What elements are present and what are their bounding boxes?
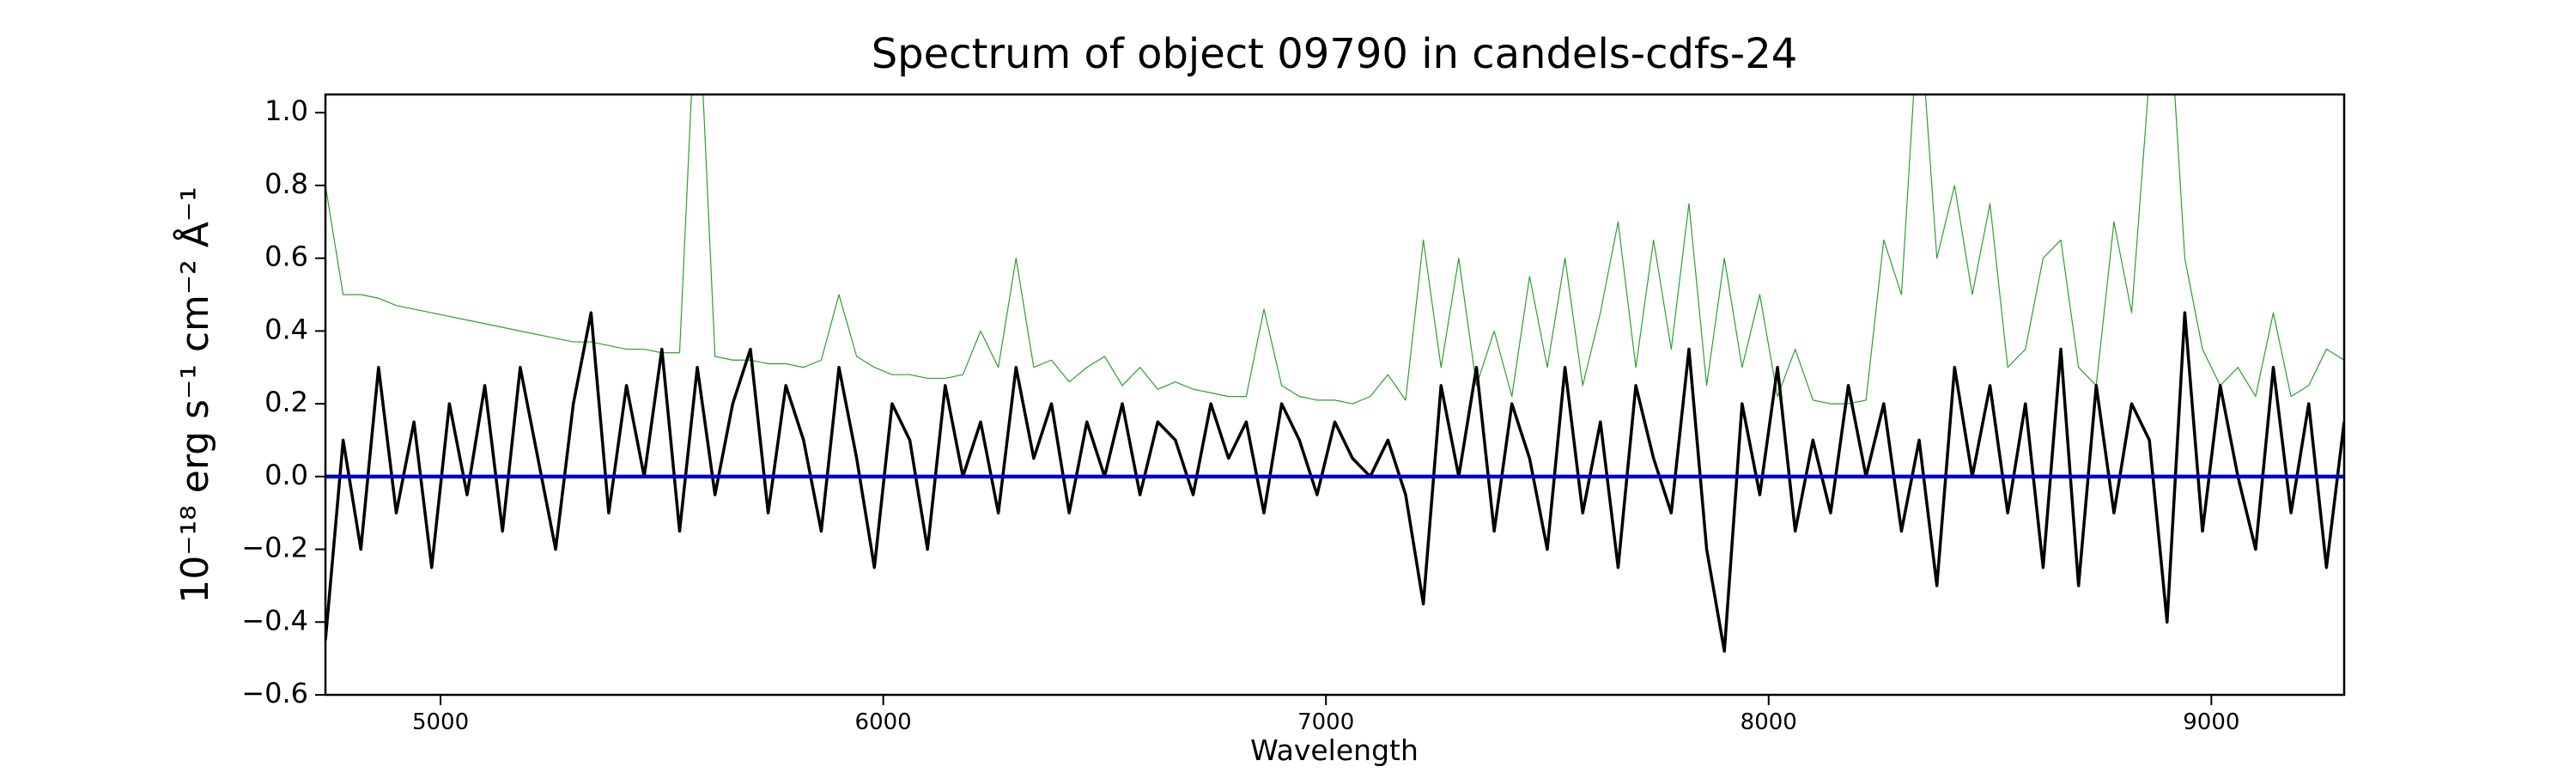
- plot-area: [325, 94, 2344, 653]
- y-tick-label: 0.6: [264, 240, 308, 273]
- y-tick-label: 0.8: [264, 167, 308, 200]
- axes-frame: [324, 93, 2346, 697]
- x-tick-label: 5000: [412, 709, 469, 735]
- x-axis-label: Wavelength: [1250, 733, 1419, 767]
- x-tick-label: 6000: [855, 709, 912, 735]
- y-tick-label: −0.2: [241, 532, 308, 564]
- x-tick-label: 9000: [2183, 709, 2239, 735]
- y-axis-label: 10⁻¹⁸ erg s⁻¹ cm⁻² Å⁻¹: [172, 186, 217, 603]
- x-tick-label: 8000: [1741, 709, 1797, 735]
- spectrum-line: [325, 311, 2344, 653]
- y-tick-label: 0.0: [264, 459, 308, 491]
- y-tick-label: 0.4: [264, 313, 308, 345]
- chart-title: Spectrum of object 09790 in candels-cdfs…: [872, 30, 1798, 78]
- y-tick-label: 1.0: [264, 94, 308, 127]
- x-tick-label: 7000: [1297, 709, 1354, 735]
- y-tick-label: 0.2: [264, 386, 308, 418]
- y-tick-label: −0.6: [241, 677, 308, 709]
- y-tick-label: −0.4: [241, 604, 308, 636]
